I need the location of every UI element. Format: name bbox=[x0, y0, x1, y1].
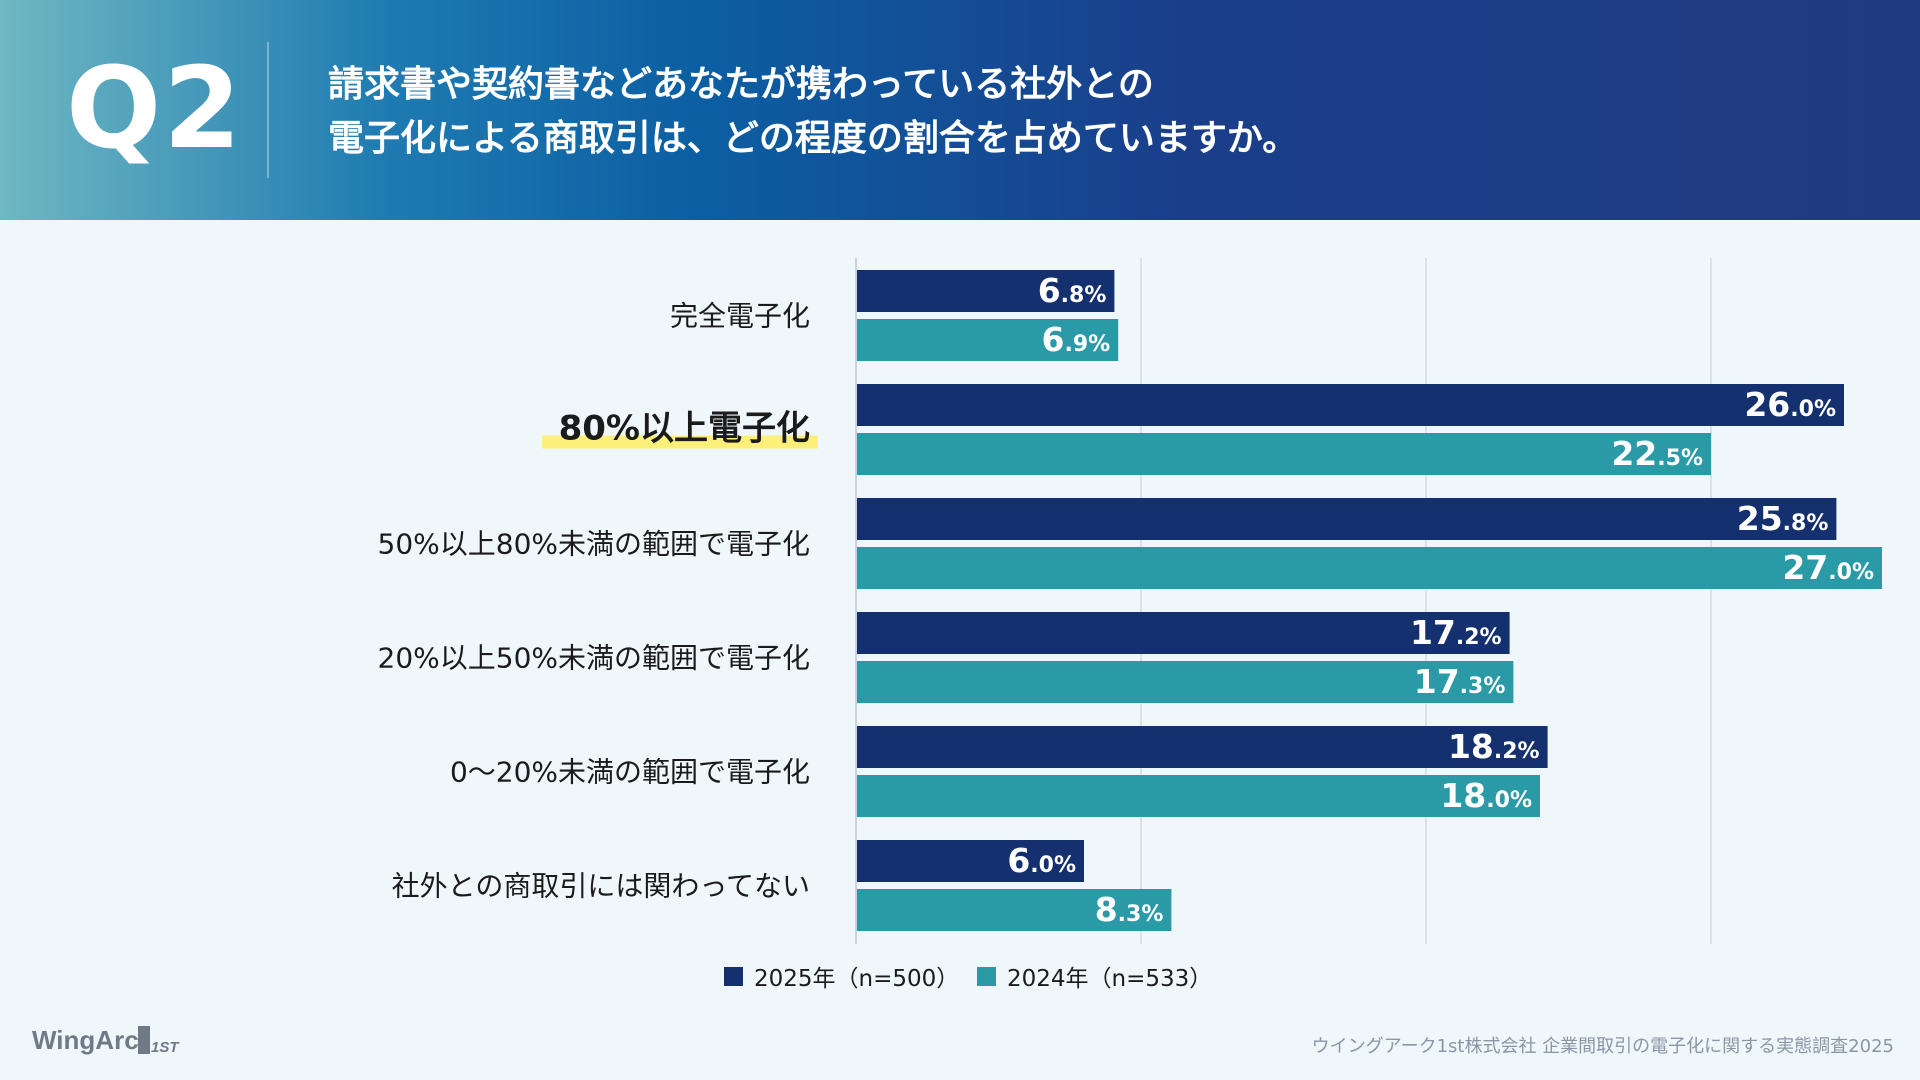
bar-2024 bbox=[856, 547, 1882, 589]
bar-2024 bbox=[856, 433, 1711, 475]
bar-value-label: 6.9% bbox=[1042, 320, 1111, 359]
logo-mark bbox=[138, 1026, 150, 1054]
bar-value-label: 18.2% bbox=[1448, 727, 1540, 766]
bar-value-label: 25.8% bbox=[1737, 499, 1829, 538]
bar-2024 bbox=[856, 661, 1514, 703]
bar-value-label: 26.0% bbox=[1744, 385, 1836, 424]
question-number: Q2 bbox=[66, 44, 244, 174]
bar-value-label: 17.2% bbox=[1410, 613, 1502, 652]
legend-label: 2025年（n=500） bbox=[754, 966, 959, 992]
question-header: Q2 請求書や契約書などあなたが携わっている社外との 電子化による商取引は、どの… bbox=[0, 0, 1920, 220]
bar-value-label: 18.0% bbox=[1440, 776, 1532, 815]
bar-2024 bbox=[856, 775, 1540, 817]
bar-2025 bbox=[856, 726, 1548, 768]
wingarc-logo: WingArc 1ST bbox=[32, 1020, 182, 1060]
category-label: 80%以上電子化 bbox=[559, 409, 810, 449]
bar-value-label: 27.0% bbox=[1782, 548, 1874, 587]
category-label: 社外との商取引には関わってない bbox=[392, 870, 810, 903]
bar-2024 bbox=[856, 889, 1172, 931]
legend-label: 2024年（n=533） bbox=[1007, 966, 1212, 992]
category-label: 完全電子化 bbox=[670, 300, 810, 333]
legend-swatch-2025 bbox=[724, 967, 743, 986]
category-highlight bbox=[542, 435, 818, 449]
logo-suffix: 1ST bbox=[151, 1039, 180, 1056]
bar-value-label: 6.8% bbox=[1038, 271, 1107, 310]
category-label: 0～20%未満の範囲で電子化 bbox=[450, 756, 810, 789]
bar-value-label: 22.5% bbox=[1611, 434, 1703, 473]
bar-2025 bbox=[856, 270, 1115, 312]
header-divider bbox=[267, 42, 269, 178]
bar-2025 bbox=[856, 612, 1510, 654]
bar-value-label: 17.3% bbox=[1414, 662, 1506, 701]
bar-2024 bbox=[856, 319, 1119, 361]
question-line-2: 電子化による商取引は、どの程度の割合を占めていますか。 bbox=[328, 118, 1299, 159]
source-note: ウイングアーク1st株式会社 企業間取引の電子化に関する実態調査2025 bbox=[1311, 1036, 1894, 1057]
bar-value-label: 8.3% bbox=[1095, 890, 1164, 929]
logo-text: WingArc bbox=[32, 1025, 139, 1055]
bar-2025 bbox=[856, 840, 1084, 882]
category-label: 50%以上80%未満の範囲で電子化 bbox=[378, 528, 810, 561]
bar-value-label: 6.0% bbox=[1007, 841, 1076, 880]
question-line-1: 請求書や契約書などあなたが携わっている社外との bbox=[328, 64, 1154, 105]
bar-2025 bbox=[856, 498, 1837, 540]
legend-swatch-2024 bbox=[977, 967, 996, 986]
category-label: 20%以上50%未満の範囲で電子化 bbox=[378, 642, 810, 675]
bar-2025 bbox=[856, 384, 1844, 426]
question-text: 請求書や契約書などあなたが携わっている社外との 電子化による商取引は、どの程度の… bbox=[328, 58, 1828, 166]
